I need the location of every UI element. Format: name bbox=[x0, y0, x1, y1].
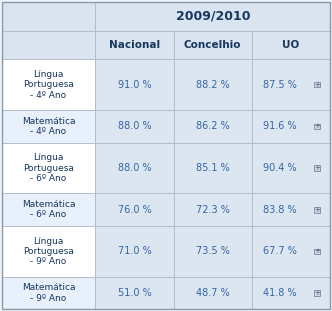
Text: 73.5 %: 73.5 % bbox=[196, 246, 230, 257]
Bar bbox=[2, 193, 95, 226]
Text: +: + bbox=[314, 123, 320, 129]
Bar bbox=[252, 277, 330, 309]
Text: Língua
Portuguesa
- 9º Ano: Língua Portuguesa - 9º Ano bbox=[23, 237, 74, 266]
Text: 91.0 %: 91.0 % bbox=[118, 80, 151, 90]
Bar bbox=[95, 2, 330, 31]
Text: UO: UO bbox=[283, 40, 300, 50]
Bar bbox=[174, 226, 252, 277]
Text: Matemática
- 9º Ano: Matemática - 9º Ano bbox=[22, 283, 75, 303]
Text: Língua
Portuguesa
- 6º Ano: Língua Portuguesa - 6º Ano bbox=[23, 153, 74, 183]
Text: 83.8 %: 83.8 % bbox=[263, 205, 297, 215]
Text: +: + bbox=[314, 81, 320, 88]
Text: 90.4 %: 90.4 % bbox=[263, 163, 297, 173]
Bar bbox=[174, 31, 252, 59]
Text: +: + bbox=[314, 207, 320, 213]
FancyBboxPatch shape bbox=[314, 123, 320, 129]
Bar bbox=[95, 31, 174, 59]
Text: 85.1 %: 85.1 % bbox=[196, 163, 229, 173]
Text: 71.0 %: 71.0 % bbox=[118, 246, 151, 257]
Bar bbox=[252, 59, 330, 110]
Bar bbox=[174, 143, 252, 193]
Bar bbox=[252, 193, 330, 226]
Text: 48.7 %: 48.7 % bbox=[196, 288, 229, 298]
Text: +: + bbox=[314, 248, 320, 254]
Bar bbox=[174, 277, 252, 309]
Bar bbox=[174, 59, 252, 110]
Text: 76.0 %: 76.0 % bbox=[118, 205, 151, 215]
Text: Matemática
- 6º Ano: Matemática - 6º Ano bbox=[22, 200, 75, 220]
Bar bbox=[95, 193, 174, 226]
Text: 88.0 %: 88.0 % bbox=[118, 121, 151, 131]
Bar bbox=[252, 31, 330, 59]
FancyBboxPatch shape bbox=[314, 207, 320, 212]
FancyBboxPatch shape bbox=[314, 248, 320, 254]
Bar bbox=[95, 59, 174, 110]
Bar bbox=[174, 193, 252, 226]
Text: 91.6 %: 91.6 % bbox=[263, 121, 297, 131]
Text: Língua
Portuguesa
- 4º Ano: Língua Portuguesa - 4º Ano bbox=[23, 70, 74, 100]
Text: 87.5 %: 87.5 % bbox=[263, 80, 297, 90]
Bar bbox=[2, 110, 95, 143]
Text: +: + bbox=[314, 290, 320, 296]
Bar bbox=[174, 110, 252, 143]
Bar bbox=[95, 277, 174, 309]
Bar bbox=[95, 143, 174, 193]
Text: 72.3 %: 72.3 % bbox=[196, 205, 230, 215]
Text: Nacional: Nacional bbox=[109, 40, 160, 50]
FancyBboxPatch shape bbox=[314, 82, 320, 87]
Bar bbox=[95, 110, 174, 143]
Text: 51.0 %: 51.0 % bbox=[118, 288, 151, 298]
Text: 67.7 %: 67.7 % bbox=[263, 246, 297, 257]
Bar bbox=[252, 226, 330, 277]
Bar bbox=[2, 277, 95, 309]
Bar bbox=[2, 226, 95, 277]
Text: 88.2 %: 88.2 % bbox=[196, 80, 229, 90]
Text: 41.8 %: 41.8 % bbox=[263, 288, 297, 298]
FancyBboxPatch shape bbox=[314, 165, 320, 171]
Text: 88.0 %: 88.0 % bbox=[118, 163, 151, 173]
Bar bbox=[252, 110, 330, 143]
Bar bbox=[252, 143, 330, 193]
Bar bbox=[95, 226, 174, 277]
Bar bbox=[2, 143, 95, 193]
FancyBboxPatch shape bbox=[314, 290, 320, 296]
Text: Matemática
- 4º Ano: Matemática - 4º Ano bbox=[22, 117, 75, 136]
Bar bbox=[2, 2, 95, 31]
Text: Concelhio: Concelhio bbox=[184, 40, 241, 50]
Text: 2009/2010: 2009/2010 bbox=[176, 10, 250, 23]
Bar bbox=[2, 31, 95, 59]
Bar bbox=[2, 59, 95, 110]
Text: 86.2 %: 86.2 % bbox=[196, 121, 229, 131]
Text: +: + bbox=[314, 165, 320, 171]
